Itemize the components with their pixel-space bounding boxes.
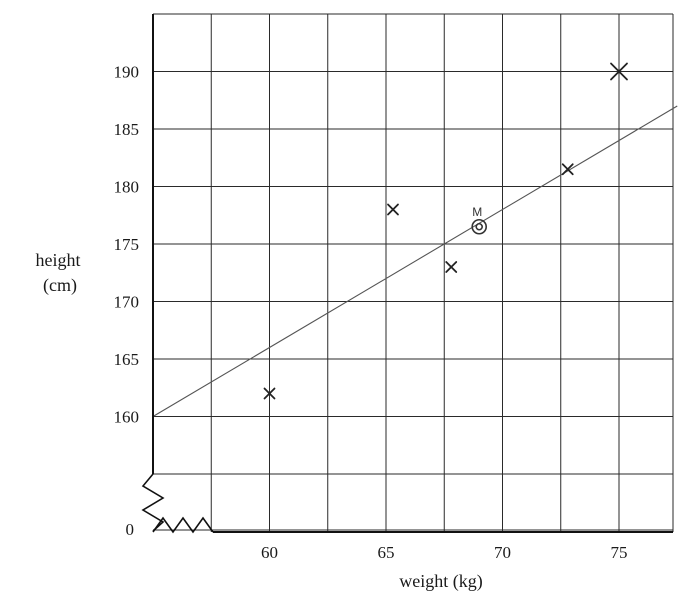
- data-point-stroke: [561, 163, 574, 176]
- data-point: [263, 387, 276, 400]
- y-tick-label: 165: [114, 350, 140, 369]
- y-tick-labels: 160 165 170 175 180 185 190: [114, 63, 140, 427]
- y-axis-label-line1: height: [36, 250, 81, 270]
- mean-point-label: M: [472, 205, 482, 219]
- x-tick-label: 70: [494, 543, 511, 562]
- mean-point: M: [471, 205, 488, 235]
- data-point-stroke: [387, 203, 399, 216]
- data-point-stroke: [610, 62, 628, 81]
- line-of-best-fit: [152, 105, 678, 417]
- y-axis-label-line2: (cm): [43, 275, 77, 296]
- data-points: [263, 62, 628, 400]
- data-point-stroke: [263, 387, 276, 400]
- data-point: [610, 62, 628, 81]
- data-point: [387, 203, 399, 216]
- data-point: [445, 261, 458, 273]
- y-tick-label: 180: [114, 178, 140, 197]
- y-axis-break: [141, 473, 165, 532]
- mean-point-dot: [475, 222, 484, 231]
- data-point-stroke: [445, 261, 458, 273]
- x-axis-break: [152, 516, 214, 534]
- y-tick-label: 160: [114, 408, 140, 427]
- y-tick-label: 170: [114, 293, 140, 312]
- x-tick-labels: 60 65 70 75: [261, 543, 628, 562]
- x-tick-label: 60: [261, 543, 278, 562]
- y-tick-label: 190: [114, 63, 140, 82]
- x-tick-label: 75: [611, 543, 628, 562]
- mean-point-circle: [471, 218, 488, 235]
- y-tick-label: 185: [114, 120, 140, 139]
- data-point: [561, 163, 574, 176]
- grid: [153, 13, 674, 532]
- x-tick-label: 65: [378, 543, 395, 562]
- y-break-zero-label: 0: [126, 520, 135, 539]
- y-tick-label: 175: [114, 235, 140, 254]
- axes: [141, 14, 673, 534]
- x-axis-label: weight (kg): [399, 571, 482, 592]
